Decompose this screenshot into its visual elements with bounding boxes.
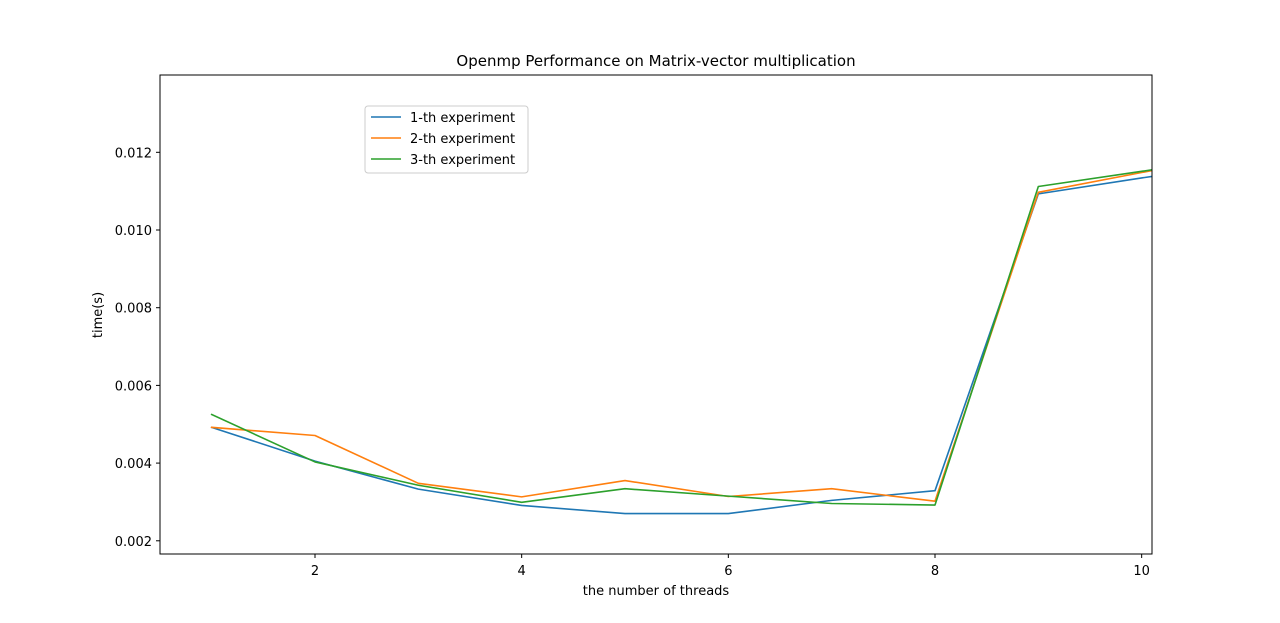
y-tick-label: 0.008 — [115, 302, 152, 317]
y-tick-label: 0.002 — [115, 535, 152, 550]
x-tick-label: 4 — [518, 564, 526, 579]
legend: 1-th experiment 2-th experiment 3-th exper… — [364, 105, 529, 174]
y-axis: 0.002 0.004 0.006 0.008 0.010 0.012 — [115, 146, 160, 550]
y-tick-label: 0.006 — [115, 379, 152, 394]
y-tick-label: 0.004 — [115, 457, 152, 472]
series-layer — [210, 168, 1152, 515]
series-line-3 — [210, 168, 1152, 506]
x-axis-label: the number of threads — [583, 584, 730, 599]
plot-frame — [159, 74, 1153, 555]
x-tick-label: 6 — [724, 564, 732, 579]
y-tick-label: 0.012 — [115, 146, 152, 161]
legend-label-1: 1-th experiment — [410, 111, 515, 126]
y-axis-label: time(s) — [91, 292, 106, 338]
x-tick-label: 10 — [1133, 564, 1150, 579]
x-tick-label: 8 — [931, 564, 939, 579]
series-line-1 — [210, 175, 1152, 515]
legend-box — [364, 105, 529, 174]
x-axis: 2 4 6 8 10 — [311, 554, 1150, 579]
series-line-2 — [210, 169, 1152, 502]
chart-title: Openmp Performance on Matrix-vector mult… — [456, 52, 855, 70]
x-tick-label: 2 — [311, 564, 319, 579]
legend-label-2: 2-th experiment — [410, 132, 515, 147]
legend-label-3: 3-th experiment — [410, 153, 515, 168]
y-tick-label: 0.010 — [115, 224, 152, 239]
